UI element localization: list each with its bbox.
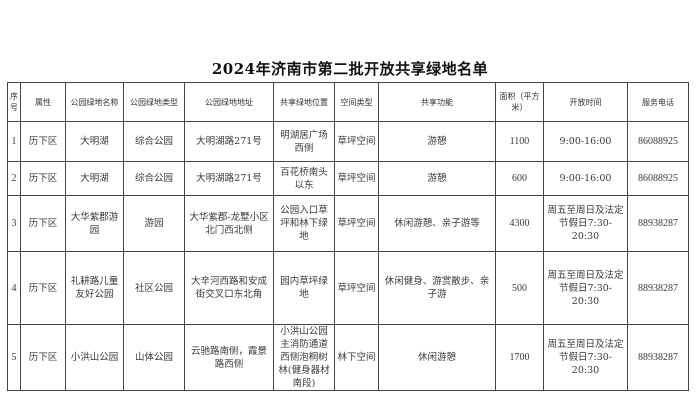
table-cell: 公园入口草坪和林下绿地 bbox=[273, 195, 335, 252]
table-cell: 周五至周日及法定节假日7:30-20:30 bbox=[543, 324, 628, 391]
table-header: 序号 属性 公园绿地名称 公园绿地类型 公园绿地地址 共享绿地位置 空间类型 共享功能 面积（平… bbox=[7, 82, 689, 122]
column-header: 空间类型 bbox=[334, 82, 379, 122]
table-cell: 历下区 bbox=[20, 251, 66, 325]
table-cell: 周五至周日及法定节假日7:30-20:30 bbox=[543, 251, 628, 325]
table-cell: 游憩 bbox=[378, 161, 496, 196]
table-cell: 游憩 bbox=[378, 121, 496, 162]
table-cell: 1 bbox=[7, 121, 21, 162]
table-cell: 86088925 bbox=[627, 121, 689, 162]
document-title: 2024年济南市第二批开放共享绿地名单 bbox=[211, 60, 489, 78]
table-cell: 3 bbox=[7, 195, 21, 252]
table-row: 2 历下区 大明湖 综合公园 大明湖路271号 百花桥南头以东 草坪空间 游憩 600 9:00-… bbox=[7, 161, 689, 196]
table-cell: 1100 bbox=[495, 121, 544, 162]
table-cell: 历下区 bbox=[20, 324, 66, 391]
table-cell: 明湖居广场西侧 bbox=[273, 121, 335, 162]
table-cell: 百花桥南头以东 bbox=[273, 161, 335, 196]
table-cell: 历下区 bbox=[20, 195, 66, 252]
table-row: 3 历下区 大华紫郡游园 游园 大华紫郡-龙墅小区北门西北侧 公园入口草坪和林下绿地 草坪空… bbox=[7, 195, 689, 252]
table-cell: 草坪空间 bbox=[334, 195, 379, 252]
table-cell: 游园 bbox=[123, 195, 185, 252]
table-cell: 大明湖路271号 bbox=[184, 161, 274, 196]
table-cell: 综合公园 bbox=[123, 121, 185, 162]
table-cell: 周五至周日及法定节假日7:30-20:30 bbox=[543, 195, 628, 252]
column-header: 开放时间 bbox=[543, 82, 628, 122]
table-cell: 86088925 bbox=[627, 161, 689, 196]
table-cell: 4300 bbox=[495, 195, 544, 252]
table-cell: 大明湖路271号 bbox=[184, 121, 274, 162]
table-cell: 园内草坪绿地 bbox=[273, 251, 335, 325]
table-cell: 9:00-16:00 bbox=[543, 121, 628, 162]
table-cell: 小洪山公园主消防通道西侧泡桐树林(健身器材南段) bbox=[273, 324, 335, 391]
column-header: 公园绿地地址 bbox=[184, 82, 274, 122]
table-cell: 大明湖 bbox=[65, 121, 124, 162]
table-cell: 休闲游憩 bbox=[378, 324, 496, 391]
table-cell: 休闲健身、游赏散步、亲子游 bbox=[378, 251, 496, 325]
table-cell: 2 bbox=[7, 161, 21, 196]
table-cell: 88938287 bbox=[627, 324, 689, 391]
column-header: 公园绿地类型 bbox=[123, 82, 185, 122]
table-cell: 草坪空间 bbox=[334, 161, 379, 196]
green-space-table: 序号 属性 公园绿地名称 公园绿地类型 公园绿地地址 共享绿地位置 空间类型 共享功能 面积（平… bbox=[7, 82, 689, 391]
table-cell: 历下区 bbox=[20, 121, 66, 162]
column-header: 共享绿地位置 bbox=[273, 82, 335, 122]
table-cell: 大华紫郡-龙墅小区北门西北侧 bbox=[184, 195, 274, 252]
table-cell: 小洪山公园 bbox=[65, 324, 124, 391]
column-header: 服务电话 bbox=[627, 82, 689, 122]
column-header: 属性 bbox=[20, 82, 66, 122]
table-cell: 大辛河西路和安成街交叉口东北角 bbox=[184, 251, 274, 325]
table-cell: 9:00-16:00 bbox=[543, 161, 628, 196]
table-cell: 大华紫郡游园 bbox=[65, 195, 124, 252]
table-cell: 云驰路南侧，霞景路西侧 bbox=[184, 324, 274, 391]
table-cell: 5 bbox=[7, 324, 21, 391]
table-row: 5 历下区 小洪山公园 山体公园 云驰路南侧，霞景路西侧 小洪山公园主消防通道西侧泡桐树林… bbox=[7, 324, 689, 391]
column-header: 序号 bbox=[7, 82, 21, 122]
table-cell: 88938287 bbox=[627, 195, 689, 252]
table-cell: 4 bbox=[7, 251, 21, 325]
column-header: 公园绿地名称 bbox=[65, 82, 124, 122]
column-header: 共享功能 bbox=[378, 82, 496, 122]
table-row: 1 历下区 大明湖 综合公园 大明湖路271号 明湖居广场西侧 草坪空间 游憩 1100 9:00… bbox=[7, 121, 689, 162]
table-cell: 草坪空间 bbox=[334, 121, 379, 162]
table-cell: 历下区 bbox=[20, 161, 66, 196]
table-cell: 大明湖 bbox=[65, 161, 124, 196]
table-cell: 林下空间 bbox=[334, 324, 379, 391]
table-cell: 礼耕路儿童友好公园 bbox=[65, 251, 124, 325]
table-cell: 600 bbox=[495, 161, 544, 196]
table-cell: 500 bbox=[495, 251, 544, 325]
table-cell: 草坪空间 bbox=[334, 251, 379, 325]
table-cell: 1700 bbox=[495, 324, 544, 391]
table-row: 4 历下区 礼耕路儿童友好公园 社区公园 大辛河西路和安成街交叉口东北角 园内草坪绿地 草坪… bbox=[7, 251, 689, 325]
table-cell: 社区公园 bbox=[123, 251, 185, 325]
table-cell: 88938287 bbox=[627, 251, 689, 325]
table-cell: 综合公园 bbox=[123, 161, 185, 196]
table-cell: 山体公园 bbox=[123, 324, 185, 391]
table-cell: 休闲游憩、亲子游等 bbox=[378, 195, 496, 252]
column-header: 面积（平方米） bbox=[495, 82, 544, 122]
